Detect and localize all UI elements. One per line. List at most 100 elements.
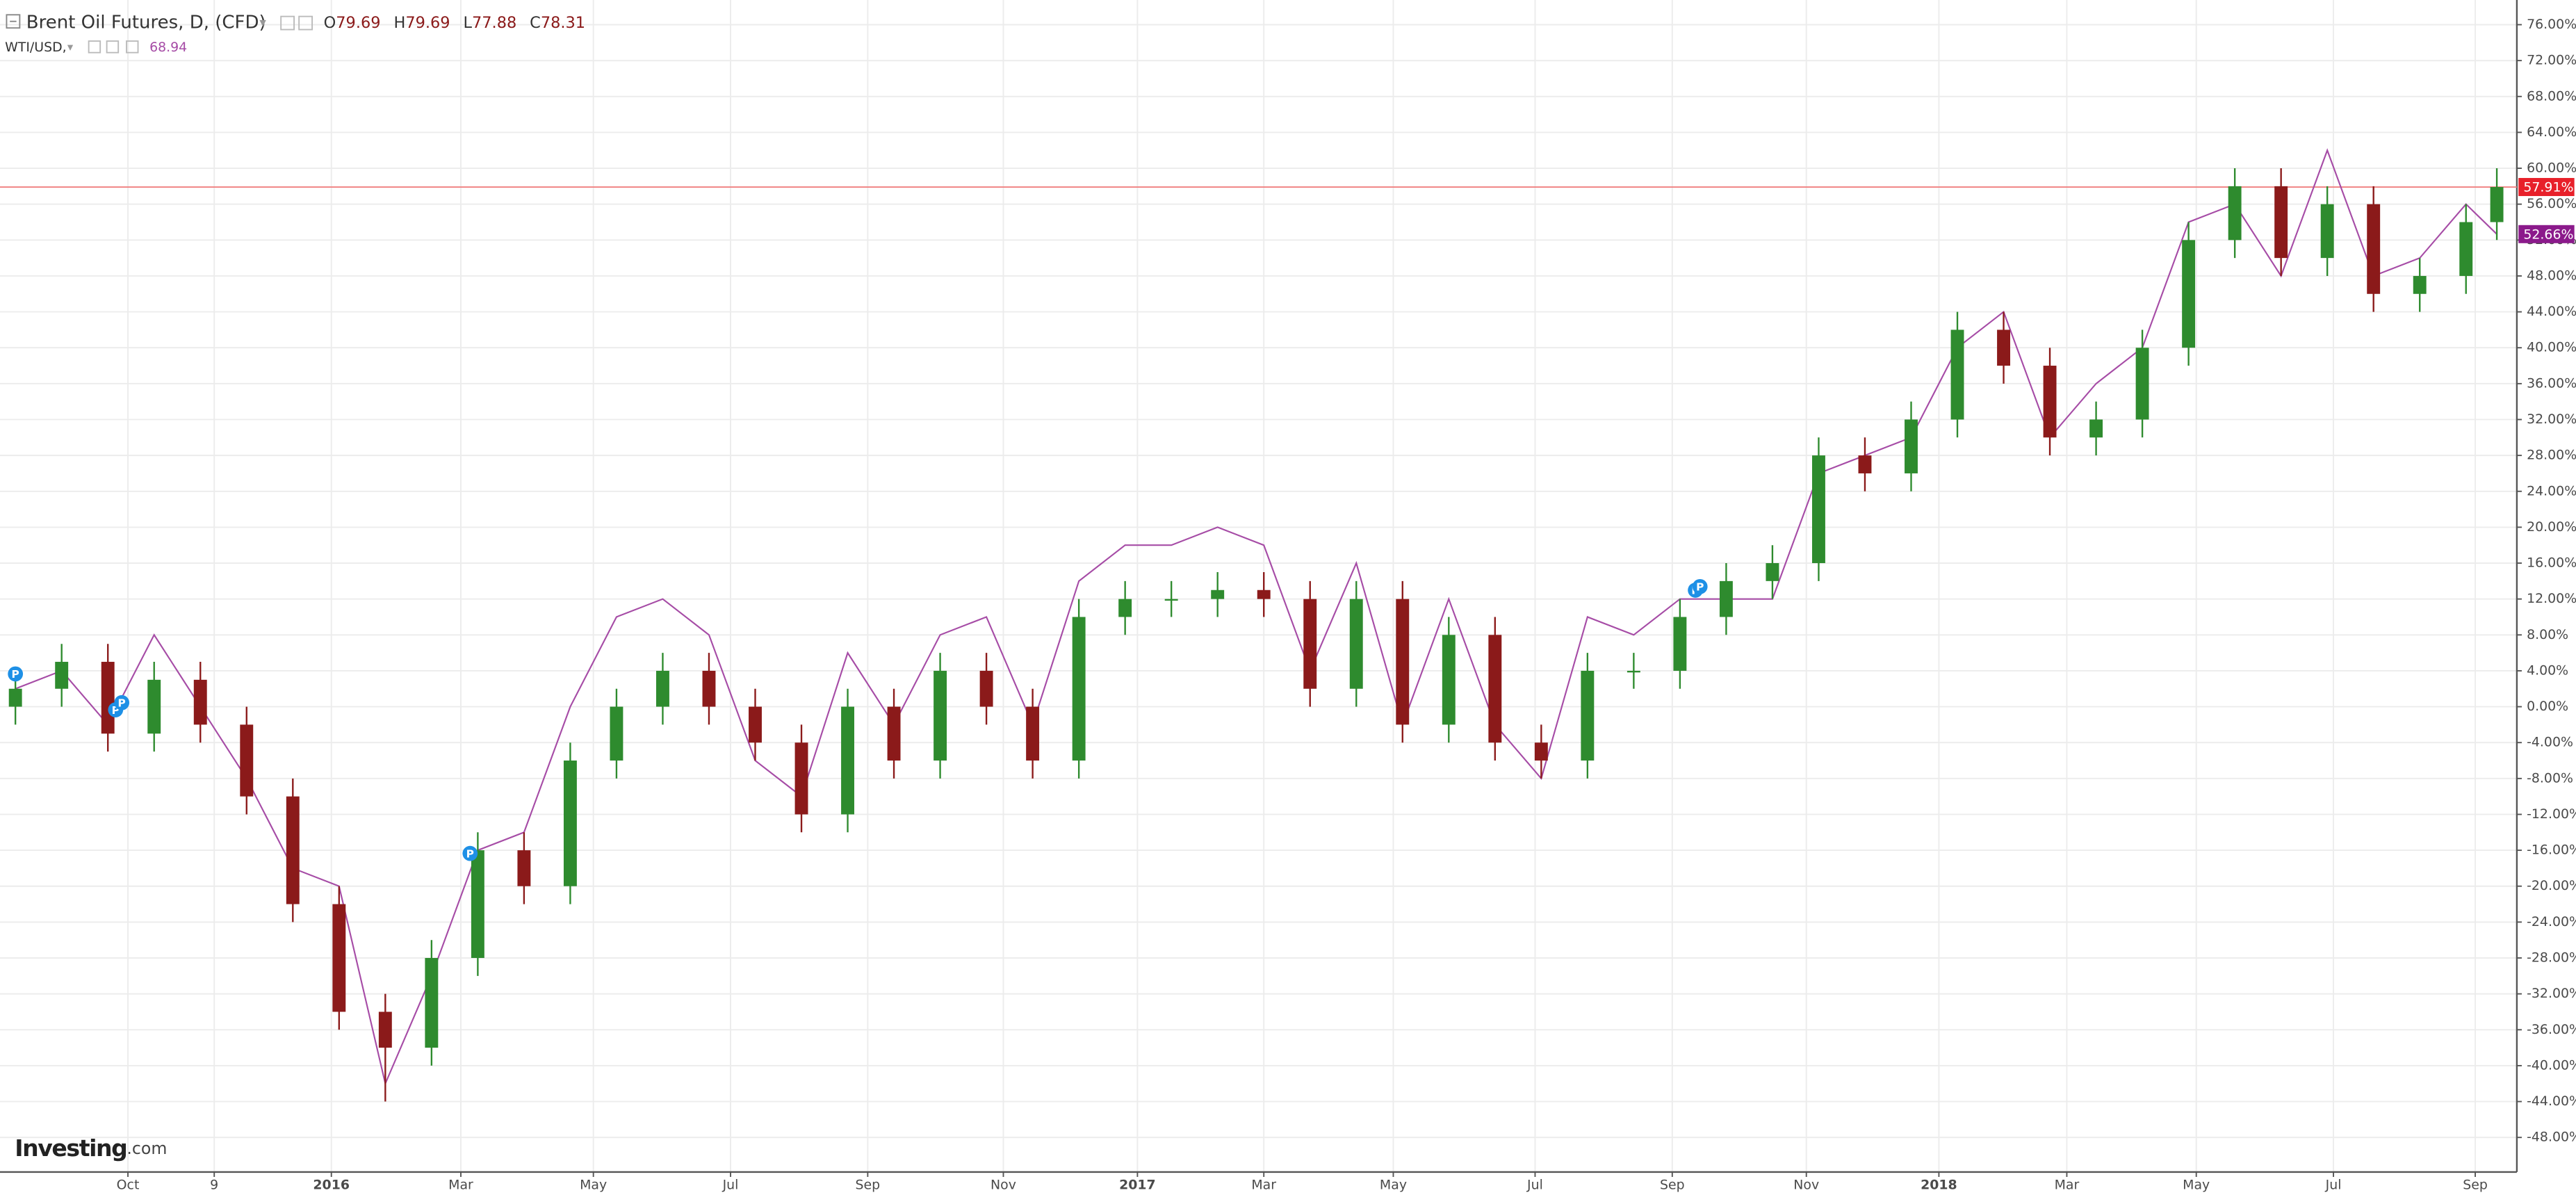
y-tick-label: -20.00% xyxy=(2527,878,2576,893)
candle-body xyxy=(1303,599,1317,689)
candle-body xyxy=(425,958,439,1048)
x-tick-label: May xyxy=(580,1177,607,1192)
y-tick-label: -44.00% xyxy=(2527,1094,2576,1109)
y-tick-label: -4.00% xyxy=(2527,735,2573,750)
candle-body xyxy=(1627,670,1640,673)
candle-body xyxy=(702,670,716,707)
candle-body xyxy=(1442,635,1456,725)
series-name: WTI/USD, xyxy=(5,40,67,55)
x-tick-label: Sep xyxy=(2463,1177,2488,1192)
y-tick-label: -12.00% xyxy=(2527,806,2576,822)
candle-body xyxy=(2228,186,2242,241)
candle-body xyxy=(1211,590,1225,599)
logo-word: Investing xyxy=(15,1134,127,1161)
y-tick-label: 20.00% xyxy=(2527,519,2576,535)
quote-prefix: O xyxy=(324,14,336,32)
series-name: Brent Oil Futures, D, (CFD) xyxy=(26,13,266,33)
candle-body xyxy=(1396,599,1410,725)
y-tick-label: 72.00% xyxy=(2527,53,2576,68)
event-marker[interactable] xyxy=(8,666,24,682)
event-marker[interactable] xyxy=(1692,578,1708,594)
candle-body xyxy=(1997,330,2010,366)
x-tick-label: Mar xyxy=(448,1177,473,1192)
x-tick-label: 2017 xyxy=(1119,1177,1156,1192)
dropdown-icon[interactable]: ▾ xyxy=(67,40,74,54)
x-tick-label: Nov xyxy=(991,1177,1016,1192)
candle-body xyxy=(2274,186,2288,259)
y-tick-label: 0.00% xyxy=(2527,699,2568,714)
x-tick-label: Mar xyxy=(2055,1177,2080,1192)
candle-body xyxy=(286,796,300,904)
event-label: P xyxy=(12,668,19,681)
event-label: P xyxy=(112,704,120,717)
y-tick-label: 76.00% xyxy=(2527,17,2576,32)
candle-body xyxy=(1534,742,1548,761)
candle-body xyxy=(1858,455,1872,473)
candle-body xyxy=(1581,670,1595,761)
candle-body xyxy=(979,670,993,707)
y-tick-label: 56.00% xyxy=(2527,196,2576,211)
quote-value: 79.69 xyxy=(336,14,380,32)
logo: Investing.com xyxy=(15,1134,167,1161)
grid xyxy=(0,0,2517,1172)
candle-body xyxy=(1905,419,1918,473)
y-tick-label: -48.00% xyxy=(2527,1130,2576,1145)
candle-body xyxy=(1673,617,1687,671)
y-tick-label: 60.00% xyxy=(2527,161,2576,176)
candle-body xyxy=(471,850,484,959)
candle-body xyxy=(1072,617,1086,761)
remove-icon[interactable] xyxy=(126,40,139,54)
candle-body xyxy=(240,724,254,797)
quote-prefix: H xyxy=(393,14,405,32)
x-tick-label: Mar xyxy=(1251,1177,1276,1192)
x-tick-label: Oct xyxy=(117,1177,140,1192)
candle-body xyxy=(1719,580,1733,617)
y-tick-label: 68.00% xyxy=(2527,88,2576,104)
candle-body xyxy=(2182,240,2196,348)
price-label: 57.91% xyxy=(2523,180,2573,195)
candle-body xyxy=(147,679,161,734)
x-tick-label: Jul xyxy=(2325,1177,2342,1192)
y-tick-label: 32.00% xyxy=(2527,412,2576,427)
y-tick-label: 64.00% xyxy=(2527,124,2576,140)
y-tick-label: -28.00% xyxy=(2527,950,2576,966)
x-tick-label: May xyxy=(2183,1177,2210,1192)
y-tick-label: -24.00% xyxy=(2527,914,2576,929)
quote-prefix: L xyxy=(464,14,473,32)
hide-icon[interactable] xyxy=(106,40,120,54)
candle-body xyxy=(193,679,207,725)
event-label: P xyxy=(466,847,474,860)
quote: O79.69 H79.69 L77.88 C78.31 xyxy=(324,14,585,32)
y-tick-label: -16.00% xyxy=(2527,843,2576,858)
x-tick-label: 2016 xyxy=(313,1177,350,1192)
settings-icon[interactable] xyxy=(280,15,295,31)
candle-body xyxy=(887,706,901,761)
candle-body xyxy=(749,706,762,743)
y-tick-label: -36.00% xyxy=(2527,1022,2576,1037)
candle-body xyxy=(378,1011,392,1048)
y-tick-label: -32.00% xyxy=(2527,986,2576,1001)
candle-body xyxy=(841,706,854,815)
x-tick-label: Sep xyxy=(1660,1177,1685,1192)
collapse-icon[interactable] xyxy=(6,14,21,29)
candle-body xyxy=(2413,275,2427,294)
x-tick-label: Nov xyxy=(1793,1177,1819,1192)
candle-body xyxy=(656,670,669,707)
y-tick-label: 24.00% xyxy=(2527,483,2576,498)
candle-body xyxy=(8,688,22,707)
y-tick-label: 4.00% xyxy=(2527,662,2568,678)
settings-icon[interactable] xyxy=(88,40,101,54)
quote-value: 79.69 xyxy=(405,14,450,32)
event-marker[interactable] xyxy=(114,694,130,710)
event-marker[interactable] xyxy=(462,845,478,861)
candle-body xyxy=(1766,563,1779,581)
y-tick-label: -40.00% xyxy=(2527,1057,2576,1073)
candle-body xyxy=(517,850,531,886)
y-tick-label: 16.00% xyxy=(2527,555,2576,571)
hide-icon[interactable] xyxy=(298,15,313,31)
price-label-box xyxy=(2518,178,2575,197)
candle-body xyxy=(1812,455,1825,564)
dropdown-icon[interactable]: ▾ xyxy=(259,15,266,31)
quote-prefix: C xyxy=(530,14,541,32)
